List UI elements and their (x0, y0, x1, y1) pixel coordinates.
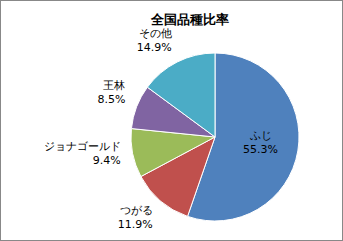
svg-text:つがる11.9%: つがる11.9% (118, 204, 153, 231)
svg-text:王林8.5%: 王林8.5% (97, 79, 125, 106)
svg-text:その他14.9%: その他14.9% (137, 27, 172, 54)
svg-text:ふじ55.3%: ふじ55.3% (243, 129, 278, 156)
svg-text:ジョナゴールド9.4%: ジョナゴールド9.4% (44, 140, 121, 167)
html-text:全国品種比率: 全国品種比率 (151, 12, 229, 27)
